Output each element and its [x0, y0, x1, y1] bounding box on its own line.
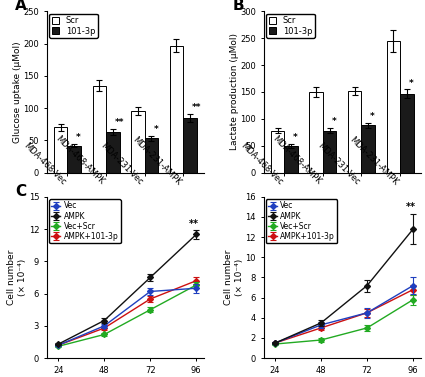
Bar	[68, 146, 81, 173]
Text: *: *	[332, 117, 336, 126]
Bar	[400, 93, 414, 173]
Bar	[387, 41, 400, 173]
Bar	[309, 92, 323, 173]
Text: *: *	[370, 112, 375, 121]
Text: C: C	[15, 184, 26, 199]
Text: **: **	[115, 118, 124, 127]
Y-axis label: Lactate production (μMol): Lactate production (μMol)	[230, 34, 239, 150]
Bar	[144, 138, 158, 173]
Text: *: *	[293, 133, 298, 142]
Legend: Scr, 101-3p: Scr, 101-3p	[49, 14, 98, 38]
Y-axis label: Cell number
(× 10⁻⁴): Cell number (× 10⁻⁴)	[224, 250, 244, 305]
Text: **: **	[189, 219, 199, 229]
Bar	[271, 131, 284, 173]
Bar	[284, 146, 298, 173]
Y-axis label: Cell number
(× 10⁻⁴): Cell number (× 10⁻⁴)	[7, 250, 27, 305]
Text: A: A	[15, 0, 27, 14]
Text: **: **	[406, 202, 416, 212]
Bar	[348, 91, 362, 173]
Text: *: *	[76, 133, 81, 142]
Y-axis label: Glucose uptake (μMol): Glucose uptake (μMol)	[13, 41, 22, 143]
Bar	[323, 131, 336, 173]
Text: B: B	[232, 0, 244, 14]
Bar	[131, 111, 144, 173]
Bar	[93, 86, 106, 173]
Text: *: *	[153, 125, 158, 134]
Legend: Vec, AMPK, Vec+Scr, AMPK+101-3p: Vec, AMPK, Vec+Scr, AMPK+101-3p	[49, 199, 121, 243]
Bar	[183, 118, 197, 173]
Legend: Vec, AMPK, Vec+Scr, AMPK+101-3p: Vec, AMPK, Vec+Scr, AMPK+101-3p	[266, 199, 337, 243]
Text: **: **	[192, 103, 201, 112]
Bar	[106, 132, 119, 173]
Bar	[170, 46, 183, 173]
Bar	[54, 127, 68, 173]
Text: *: *	[409, 79, 414, 88]
Bar	[362, 125, 375, 173]
Legend: Scr, 101-3p: Scr, 101-3p	[266, 14, 315, 38]
